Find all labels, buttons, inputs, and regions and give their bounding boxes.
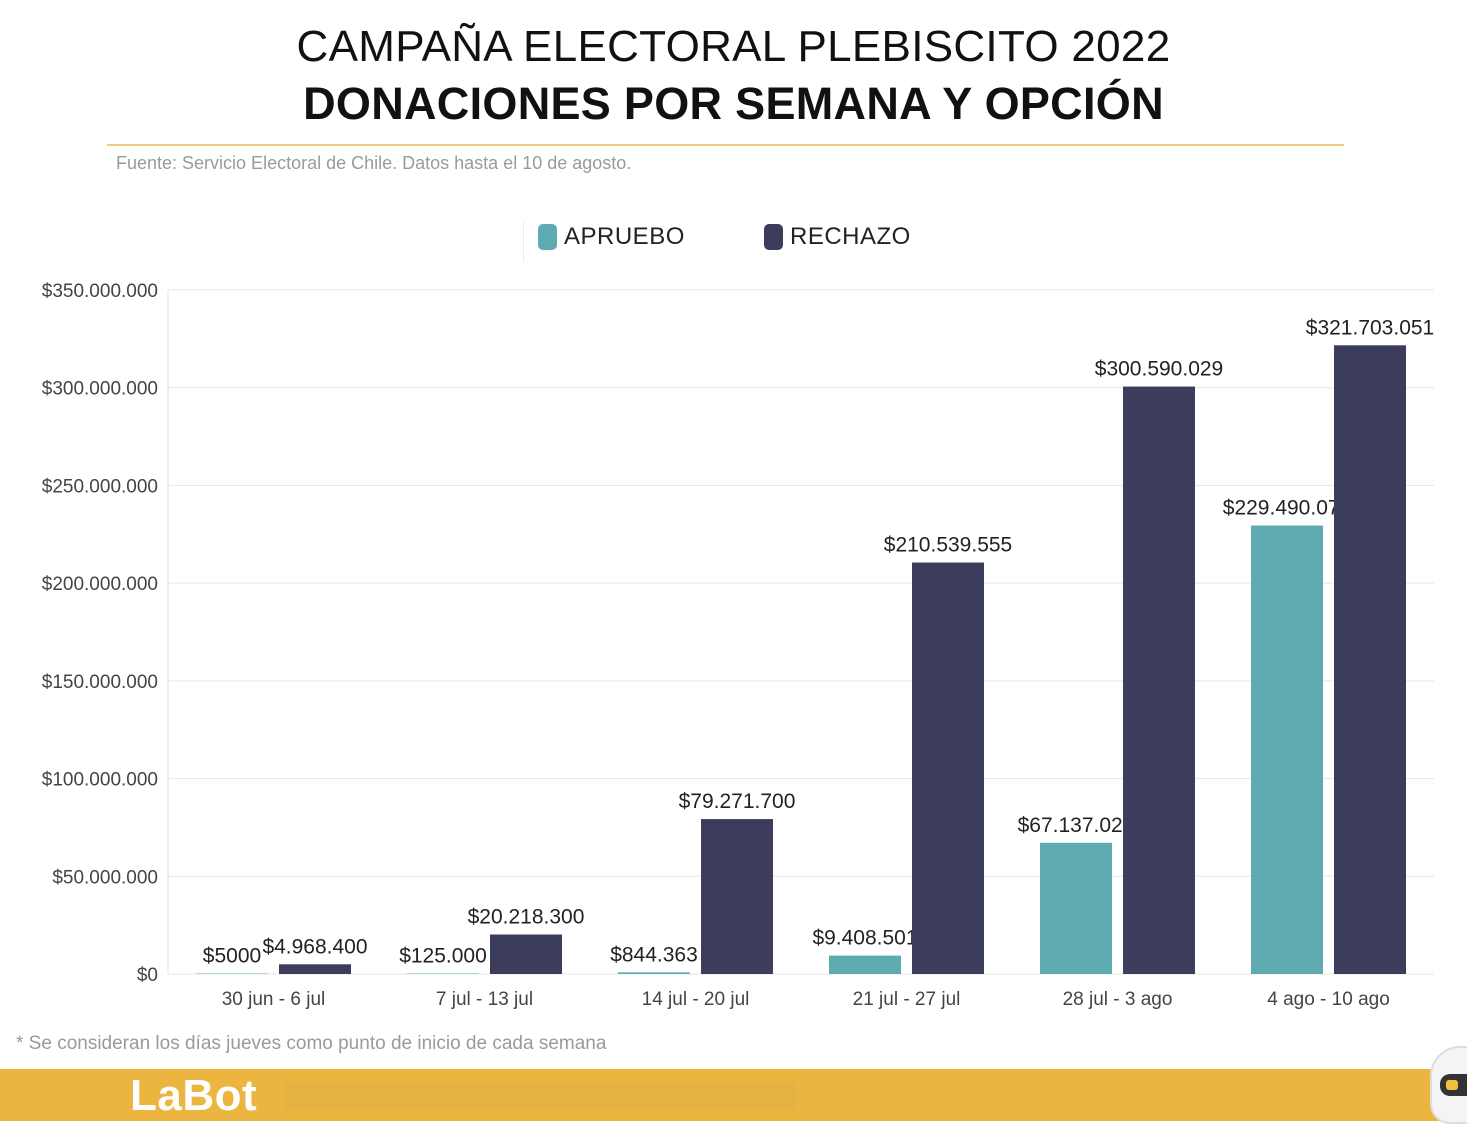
page-title: CAMPAÑA ELECTORAL PLEBISCITO 2022 — [296, 22, 1171, 71]
x-tick-label: 28 jul - 3 ago — [1063, 989, 1173, 1010]
data-label: $844.363 — [610, 943, 698, 966]
page-subtitle: DONACIONES POR SEMANA Y OPCIÓN — [303, 78, 1164, 129]
y-tick-label: $100.000.000 — [42, 770, 158, 791]
data-label: $300.590.029 — [1095, 358, 1223, 381]
legend-label-rechazo: RECHAZO — [790, 223, 911, 250]
bar-apruebo — [1040, 842, 1112, 974]
bar-rechazo — [912, 562, 984, 974]
legend-swatch-rechazo — [764, 224, 783, 250]
footer-band — [285, 1083, 797, 1109]
bar-apruebo — [196, 973, 268, 974]
x-tick-label: 7 jul - 13 jul — [436, 989, 533, 1010]
bar-rechazo — [279, 964, 351, 974]
title-divider — [107, 144, 1344, 146]
bar-rechazo — [701, 819, 773, 974]
bar-apruebo — [1251, 525, 1323, 974]
data-label: $79.271.700 — [679, 790, 796, 813]
data-label: $229.490.072 — [1223, 497, 1351, 520]
labot-logo: LaBot — [130, 1071, 258, 1120]
bar-rechazo — [1334, 345, 1406, 975]
y-tick-label: $300.000.000 — [42, 379, 158, 400]
robot-icon — [1430, 1046, 1467, 1124]
y-tick-label: $0 — [137, 965, 158, 986]
y-tick-label: $200.000.000 — [42, 574, 158, 595]
footer-bar — [0, 1069, 1467, 1121]
bar-apruebo — [407, 973, 479, 974]
legend-swatch-apruebo — [538, 224, 557, 250]
data-label: $321.703.051 — [1306, 316, 1434, 339]
legend-item-rechazo: RECHAZO — [764, 222, 911, 252]
data-label: $20.218.300 — [468, 905, 585, 928]
data-label: $9.408.501 — [812, 927, 917, 950]
bar-chart: $0 $50.000.000 $100.000.000 $150.000.000 $20… — [42, 281, 1436, 1010]
x-tick-label: 14 jul - 20 jul — [642, 989, 750, 1010]
x-tick-label: 30 jun - 6 jul — [222, 989, 326, 1010]
y-tick-label: $50.000.000 — [52, 867, 158, 888]
y-tick-label: $250.000.000 — [42, 476, 158, 497]
y-tick-label: $350.000.000 — [42, 281, 158, 302]
bar-rechazo — [490, 934, 562, 974]
bar-apruebo — [829, 955, 901, 974]
bar-apruebo — [618, 972, 690, 974]
data-label: $67.137.027 — [1018, 814, 1135, 837]
legend-label-apruebo: APRUEBO — [564, 223, 685, 250]
x-tick-label: 4 ago - 10 ago — [1267, 989, 1390, 1010]
data-label: $210.539.555 — [884, 534, 1012, 557]
y-tick-label: $150.000.000 — [42, 672, 158, 693]
data-label: $125.000 — [399, 945, 487, 968]
bar-rechazo — [1123, 386, 1195, 974]
data-label: $5000 — [203, 945, 261, 968]
data-label: $4.968.400 — [262, 935, 367, 958]
legend-divider — [523, 222, 524, 262]
x-tick-label: 21 jul - 27 jul — [853, 989, 961, 1010]
legend-item-apruebo: APRUEBO — [538, 222, 685, 252]
footnote: * Se consideran los días jueves como pun… — [16, 1033, 607, 1054]
source-note: Fuente: Servicio Electoral de Chile. Dat… — [116, 153, 632, 173]
